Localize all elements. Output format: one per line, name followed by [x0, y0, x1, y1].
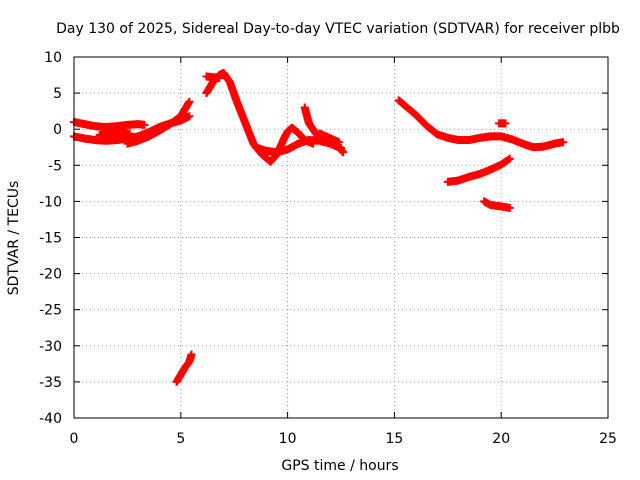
y-tick-label: -5	[48, 158, 62, 174]
x-tick-label: 25	[599, 431, 617, 447]
x-tick-label: 20	[492, 431, 510, 447]
data-point	[215, 73, 224, 82]
y-tick-label: -35	[39, 375, 62, 391]
series-seg-c	[123, 97, 194, 148]
data-points	[70, 68, 568, 386]
y-tick-label: -30	[39, 339, 62, 355]
series-seg-j	[172, 350, 196, 386]
data-point	[185, 112, 194, 121]
y-tick-label: 0	[53, 122, 62, 138]
x-tick-label: 0	[70, 431, 79, 447]
x-tick-label: 10	[279, 431, 297, 447]
series-seg-m	[480, 197, 514, 212]
y-tick-label: -20	[39, 267, 62, 283]
data-point	[125, 129, 134, 138]
data-point	[334, 138, 343, 147]
series-seg-i	[315, 129, 343, 147]
series-seg-l	[443, 154, 514, 186]
data-point	[185, 97, 194, 106]
y-tick-label: -10	[39, 194, 62, 210]
y-tick-label: 10	[44, 50, 62, 66]
data-point	[339, 148, 348, 157]
data-point	[187, 350, 196, 359]
series-seg-k	[394, 96, 568, 152]
data-point	[559, 138, 568, 147]
series-seg-b	[70, 117, 149, 132]
chart-title: Day 130 of 2025, Sidereal Day-to-day VTE…	[56, 21, 620, 37]
data-point	[501, 119, 510, 128]
series-seg-h	[300, 103, 348, 157]
y-tick-label: -40	[39, 411, 62, 427]
grid-lines	[74, 57, 608, 418]
data-point	[140, 120, 149, 129]
x-tick-label: 15	[385, 431, 403, 447]
series-seg-d	[95, 128, 134, 139]
y-tick-label: -25	[39, 303, 62, 319]
y-tick-label: -15	[39, 231, 62, 247]
y-axis-label: SDTVAR / TECUs	[6, 181, 22, 296]
axis-ticks: 0 5 10 15 20 25 10 5 0 -5 -10 -15 -20 -25 -30 -35 -40	[39, 50, 617, 447]
y-tick-label: 5	[53, 86, 62, 102]
data-point	[505, 203, 514, 212]
data-point	[505, 154, 514, 163]
series-seg-e	[202, 68, 318, 166]
x-axis-label: GPS time / hours	[281, 458, 398, 474]
series-seg-n	[495, 119, 510, 128]
x-tick-label: 5	[176, 431, 185, 447]
series-seg-f	[202, 72, 224, 82]
